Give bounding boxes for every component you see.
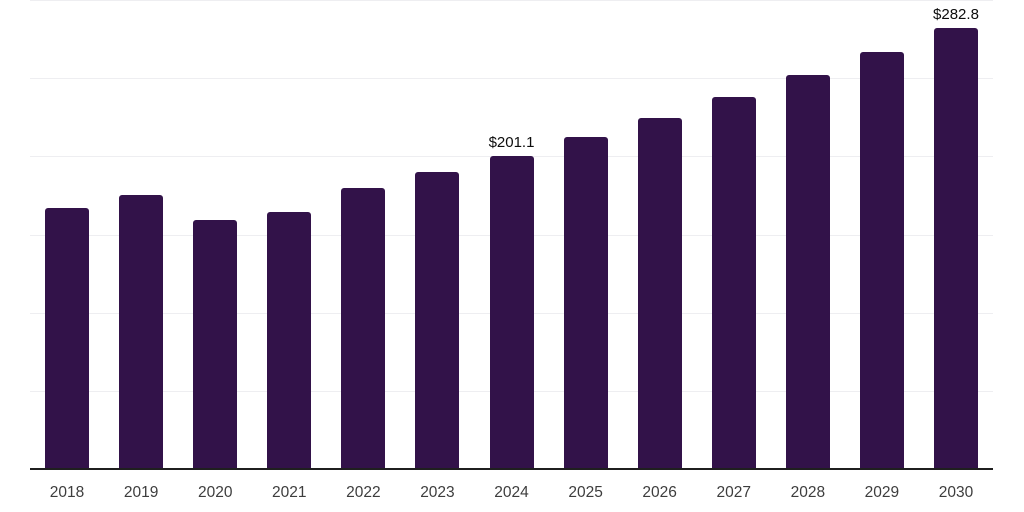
- plot-area: $201.1 $282.8: [30, 0, 993, 470]
- bar-2023: [415, 172, 460, 470]
- bar-2020: [193, 220, 238, 470]
- bar-value-label-2030: $282.8: [933, 5, 979, 23]
- bar-2024: [489, 155, 534, 470]
- bar-2028: [785, 75, 830, 470]
- gridline-250: [30, 78, 993, 80]
- bar-2027: [711, 97, 756, 470]
- bar-2019: [119, 194, 164, 470]
- x-axis-line: [30, 468, 993, 470]
- x-tick-2024: 2024: [494, 484, 529, 501]
- bar-slot-2018: [30, 0, 104, 470]
- x-tick-2026: 2026: [642, 484, 677, 501]
- bar-2021: [267, 212, 312, 470]
- bar-slot-2023: [400, 0, 474, 470]
- x-tick-2028: 2028: [790, 484, 826, 501]
- x-axis-labels: 2018 2019 2020 2021 2022 2023 2024 2025 2026 2027…: [30, 484, 993, 501]
- bar-slot-2019: [104, 0, 178, 470]
- bar-2026: [637, 117, 682, 470]
- bar-slot-2026: [623, 0, 697, 470]
- bar-slot-2024: $201.1: [474, 0, 548, 470]
- x-tick-2022: 2022: [346, 484, 381, 501]
- x-tick-2023: 2023: [420, 484, 455, 501]
- bar-2022: [341, 188, 386, 470]
- bar-2029: [859, 52, 904, 470]
- gridline-300: [30, 0, 993, 1]
- x-tick-2029: 2029: [864, 484, 900, 501]
- bar-slot-2025: [549, 0, 623, 470]
- bar-slot-2021: [252, 0, 326, 470]
- bar-slot-2028: [771, 0, 845, 470]
- x-tick-2030: 2030: [938, 484, 974, 501]
- x-tick-2019: 2019: [123, 484, 159, 501]
- bar-2018: [45, 208, 90, 470]
- bar-slot-2022: [326, 0, 400, 470]
- bar-slot-2020: [178, 0, 252, 470]
- x-tick-2020: 2020: [197, 484, 233, 501]
- bar-value-label-2024: $201.1: [488, 133, 535, 151]
- bar-2025: [563, 137, 608, 470]
- x-tick-2018: 2018: [49, 484, 85, 501]
- bar-slot-2027: [697, 0, 771, 470]
- bar-2030: [933, 27, 978, 470]
- bar-slot-2030: $282.8: [919, 0, 993, 470]
- bar-slot-2029: [845, 0, 919, 470]
- x-tick-2021: 2021: [272, 484, 307, 501]
- x-tick-2025: 2025: [568, 484, 603, 501]
- x-tick-2027: 2027: [716, 484, 751, 501]
- bars-container: $201.1 $282.8: [30, 0, 993, 470]
